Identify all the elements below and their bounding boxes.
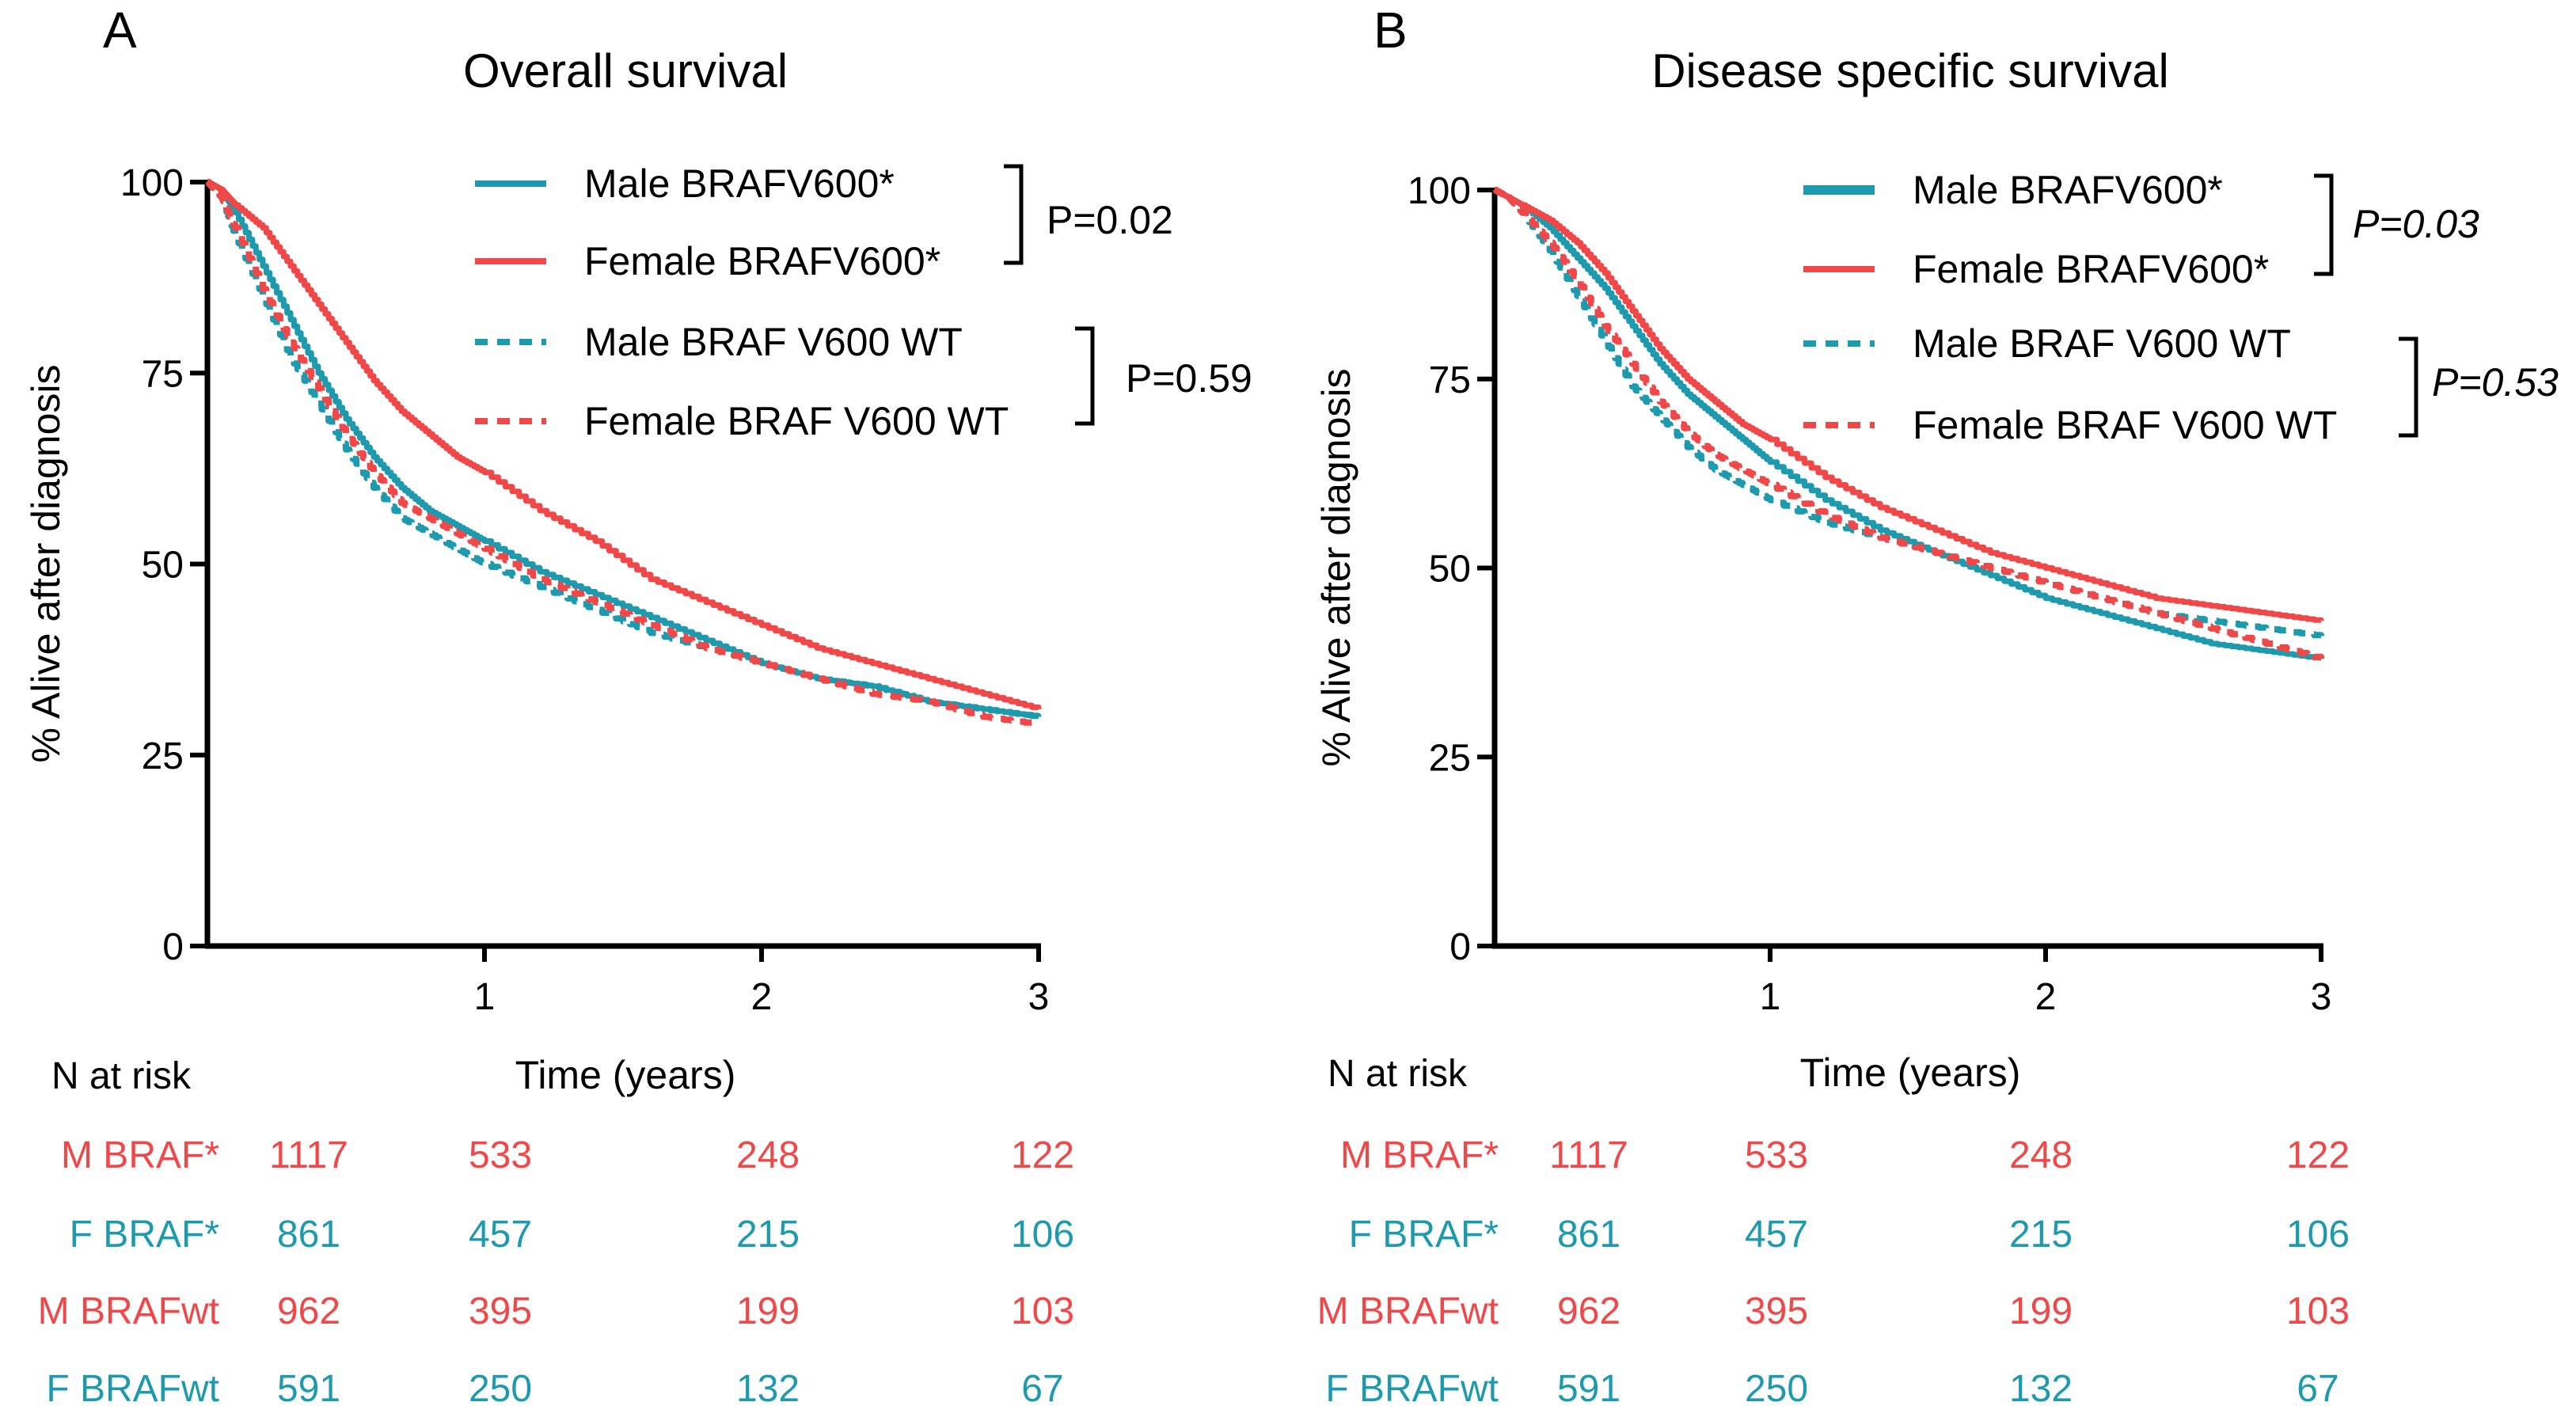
chart-panel-b: B Disease specific survival % Alive after … (1314, 2, 2559, 1410)
risk-value: 1117 (269, 1134, 348, 1176)
bracket-2 (2399, 336, 2418, 438)
legend-label-1: Male BRAFV600* (584, 161, 895, 206)
risk-value: 962 (277, 1290, 340, 1332)
risk-value: 533 (469, 1134, 532, 1176)
legend-label-1: Male BRAFV600* (1913, 168, 2223, 212)
risk-value: 395 (1745, 1290, 1808, 1332)
risk-value: 199 (2009, 1290, 2073, 1332)
chart-panel-a: A Overall survival % Alive after diagnosis… (24, 2, 1252, 1410)
series-line-2 (206, 179, 1042, 710)
risk-value: 67 (1021, 1368, 1063, 1410)
y-tick-label: 0 (162, 926, 184, 968)
y-tick-label: 25 (142, 735, 184, 777)
risk-value: 103 (2286, 1290, 2350, 1332)
x-tick-label: 1 (1760, 976, 1781, 1018)
risk-value: 67 (2297, 1368, 2339, 1410)
x-axis-label: Time (years) (1800, 1051, 2021, 1095)
legend-label-2: Female BRAFV600* (1913, 247, 2269, 291)
series-line-4 (1493, 187, 2324, 660)
bracket-1 (2314, 173, 2334, 276)
risk-value: 395 (469, 1290, 532, 1332)
risk-row-label: F BRAFwt (46, 1368, 219, 1410)
risk-table-header: N at risk (1328, 1053, 1468, 1095)
risk-value: 215 (736, 1214, 800, 1256)
x-tick-label: 2 (751, 976, 773, 1018)
legend-label-4: Female BRAF V600 WT (1913, 403, 2337, 447)
panel-letter: B (1373, 2, 1408, 59)
p-value-2: P=0.59 (1126, 356, 1252, 401)
legend-label-4: Female BRAF V600 WT (584, 399, 1009, 443)
risk-value: 861 (1557, 1214, 1620, 1256)
risk-value: 533 (1745, 1134, 1808, 1176)
risk-value: 199 (736, 1290, 800, 1332)
risk-row-label: M BRAF* (61, 1134, 219, 1176)
x-axis-label: Time (years) (515, 1053, 736, 1097)
y-tick-label: 0 (1449, 926, 1471, 968)
risk-value: 591 (1557, 1368, 1620, 1410)
legend-label-3: Male BRAF V600 WT (584, 320, 963, 364)
risk-value: 132 (2009, 1368, 2073, 1410)
y-axis-label: % Alive after diagnosis (1314, 368, 1358, 766)
risk-value: 591 (277, 1368, 340, 1410)
risk-value: 250 (469, 1368, 532, 1410)
y-tick-label: 100 (1408, 170, 1471, 212)
risk-value: 122 (1011, 1134, 1074, 1176)
series-line-1 (1493, 187, 2324, 661)
p-value-1: P=0.03 (2353, 202, 2479, 246)
risk-row-label: M BRAFwt (1317, 1290, 1499, 1332)
bracket-1 (1004, 164, 1024, 265)
risk-value: 457 (469, 1214, 532, 1256)
bracket-2 (1075, 326, 1095, 426)
risk-value: 103 (1011, 1290, 1074, 1332)
y-tick-label: 50 (142, 545, 184, 587)
p-value-2: P=0.53 (2432, 360, 2559, 405)
risk-value: 106 (1011, 1214, 1074, 1256)
y-tick-label: 100 (120, 162, 184, 204)
p-value-1: P=0.02 (1047, 198, 1173, 242)
risk-value: 248 (2009, 1134, 2073, 1176)
x-tick-label: 2 (2035, 976, 2057, 1018)
y-axis-label: % Alive after diagnosis (24, 364, 68, 762)
risk-row-label: M BRAFwt (38, 1290, 219, 1332)
chart-title: Disease specific survival (1651, 44, 2169, 97)
x-tick-label: 1 (474, 976, 496, 1018)
risk-value: 861 (277, 1214, 340, 1256)
risk-value: 962 (1557, 1290, 1620, 1332)
series-line-4 (206, 179, 1042, 727)
risk-value: 122 (2286, 1134, 2350, 1176)
risk-value: 248 (736, 1134, 800, 1176)
risk-value: 1117 (1549, 1134, 1628, 1176)
series-line-2 (1493, 187, 2324, 623)
risk-value: 250 (1745, 1368, 1808, 1410)
y-tick-label: 25 (1429, 737, 1471, 779)
risk-row-label: M BRAF* (1340, 1134, 1499, 1176)
risk-value: 457 (1745, 1214, 1808, 1256)
risk-row-label: F BRAFwt (1325, 1368, 1499, 1410)
legend-label-2: Female BRAFV600* (584, 239, 940, 283)
y-tick-label: 75 (142, 353, 184, 395)
risk-row-label: F BRAF* (70, 1214, 219, 1256)
risk-value: 132 (736, 1368, 800, 1410)
risk-row-label: F BRAF* (1349, 1214, 1499, 1256)
x-tick-label: 3 (1028, 976, 1050, 1018)
panel-letter: A (103, 2, 137, 59)
legend-label-3: Male BRAF V600 WT (1913, 321, 2291, 366)
chart-title: Overall survival (463, 44, 788, 97)
y-tick-label: 50 (1429, 549, 1471, 591)
x-tick-label: 3 (2311, 976, 2332, 1018)
y-tick-label: 75 (1429, 359, 1471, 401)
risk-table-header: N at risk (51, 1055, 192, 1097)
risk-value: 106 (2286, 1214, 2350, 1256)
risk-value: 215 (2009, 1214, 2073, 1256)
